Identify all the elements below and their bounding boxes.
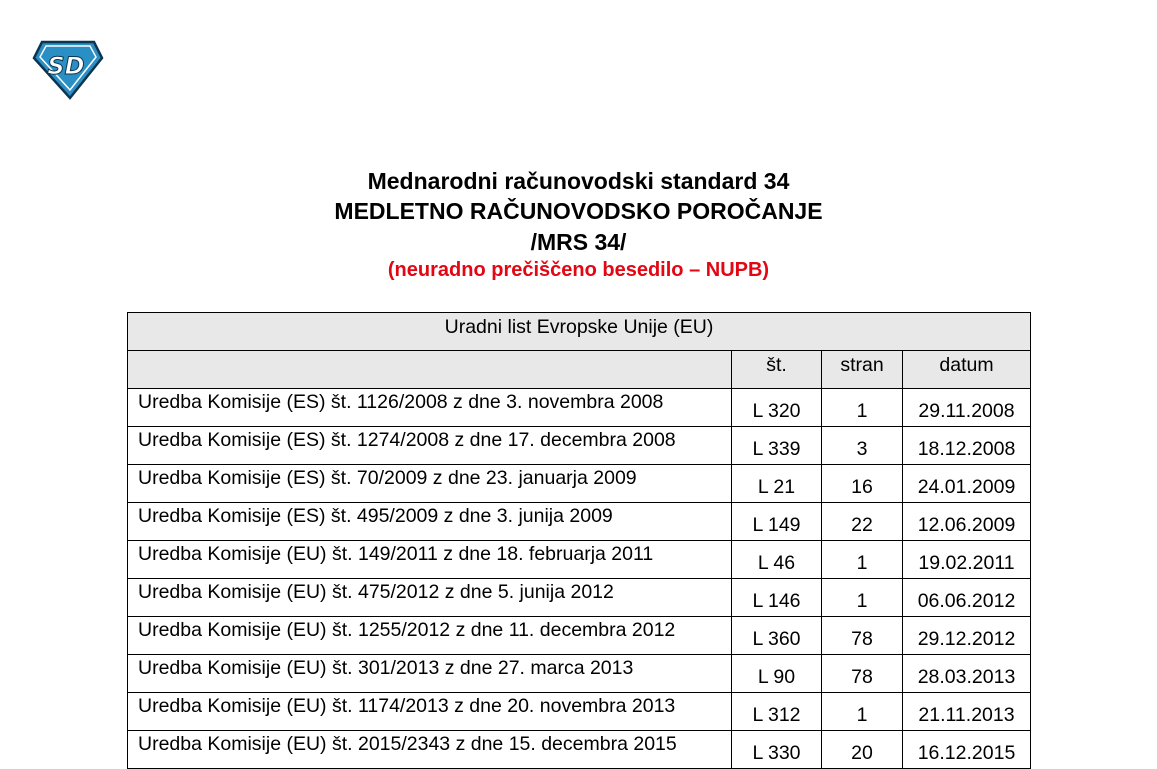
cell-regulation: Uredba Komisije (ES) št. 70/2009 z dne 2… [127,464,732,503]
cell-regulation: Uredba Komisije (ES) št. 495/2009 z dne … [127,502,732,541]
cell-date: 12.06.2009 [902,502,1031,541]
cell-number: L 360 [731,616,822,655]
cell-page: 1 [821,692,903,731]
cell-date: 18.12.2008 [902,426,1031,465]
table-row: Uredba Komisije (EU) št. 1174/2013 z dne… [127,692,1031,731]
cell-page: 78 [821,654,903,693]
title-line-2: MEDLETNO RAČUNOVODSKO POROČANJE [334,198,823,224]
cell-page: 1 [821,540,903,579]
table-caption: Uradni list Evropske Unije (EU) [127,312,1031,351]
header-stran: stran [821,350,903,389]
cell-number: L 330 [731,730,822,769]
cell-regulation: Uredba Komisije (EU) št. 149/2011 z dne … [127,540,732,579]
cell-regulation: Uredba Komisije (EU) št. 1174/2013 z dne… [127,692,732,731]
cell-regulation: Uredba Komisije (EU) št. 1255/2012 z dne… [127,616,732,655]
header-row: št. stran datum [127,350,1031,389]
cell-page: 1 [821,578,903,617]
cell-regulation: Uredba Komisije (ES) št. 1274/2008 z dne… [127,426,732,465]
title-line-1: Mednarodni računovodski standard 34 [367,168,790,194]
table-row: Uredba Komisije (ES) št. 70/2009 z dne 2… [127,464,1031,503]
cell-date: 16.12.2015 [902,730,1031,769]
cell-regulation: Uredba Komisije (EU) št. 2015/2343 z dne… [127,730,732,769]
cell-page: 78 [821,616,903,655]
cell-date: 24.01.2009 [902,464,1031,503]
cell-page: 22 [821,502,903,541]
cell-page: 1 [821,388,903,427]
table-row: Uredba Komisije (ES) št. 495/2009 z dne … [127,502,1031,541]
cell-regulation: Uredba Komisije (ES) št. 1126/2008 z dne… [127,388,732,427]
table-row: Uredba Komisije (EU) št. 301/2013 z dne … [127,654,1031,693]
table-row: Uredba Komisije (ES) št. 1126/2008 z dne… [127,388,1031,427]
cell-date: 19.02.2011 [902,540,1031,579]
cell-number: L 339 [731,426,822,465]
cell-page: 16 [821,464,903,503]
header-empty [127,350,732,389]
table-row: Uredba Komisije (EU) št. 1255/2012 z dne… [127,616,1031,655]
subtitle: (neuradno prečiščeno besedilo – NUPB) [387,259,770,281]
cell-number: L 312 [731,692,822,731]
cell-regulation: Uredba Komisije (EU) št. 475/2012 z dne … [127,578,732,617]
cell-date: 06.06.2012 [902,578,1031,617]
svg-text:SD: SD [47,52,84,80]
cell-date: 21.11.2013 [902,692,1031,731]
cell-date: 29.12.2012 [902,616,1031,655]
cell-number: L 320 [731,388,822,427]
cell-date: 29.11.2008 [902,388,1031,427]
cell-regulation: Uredba Komisije (EU) št. 301/2013 z dne … [127,654,732,693]
logo-icon: SD [32,40,104,100]
table-row: Uredba Komisije (EU) št. 475/2012 z dne … [127,578,1031,617]
cell-number: L 90 [731,654,822,693]
title-line-3: /MRS 34/ [530,229,627,255]
table-row: Uredba Komisije (EU) št. 2015/2343 z dne… [127,730,1031,769]
regulations-table: Uradni list Evropske Unije (EU) št. stra… [127,312,1031,769]
cell-number: L 21 [731,464,822,503]
cell-number: L 149 [731,502,822,541]
cell-number: L 46 [731,540,822,579]
cell-number: L 146 [731,578,822,617]
table-row: Uredba Komisije (EU) št. 149/2011 z dne … [127,540,1031,579]
table-row: Uredba Komisije (ES) št. 1274/2008 z dne… [127,426,1031,465]
header-st: št. [731,350,822,389]
cell-date: 28.03.2013 [902,654,1031,693]
cell-page: 3 [821,426,903,465]
cell-page: 20 [821,730,903,769]
header-datum: datum [902,350,1031,389]
